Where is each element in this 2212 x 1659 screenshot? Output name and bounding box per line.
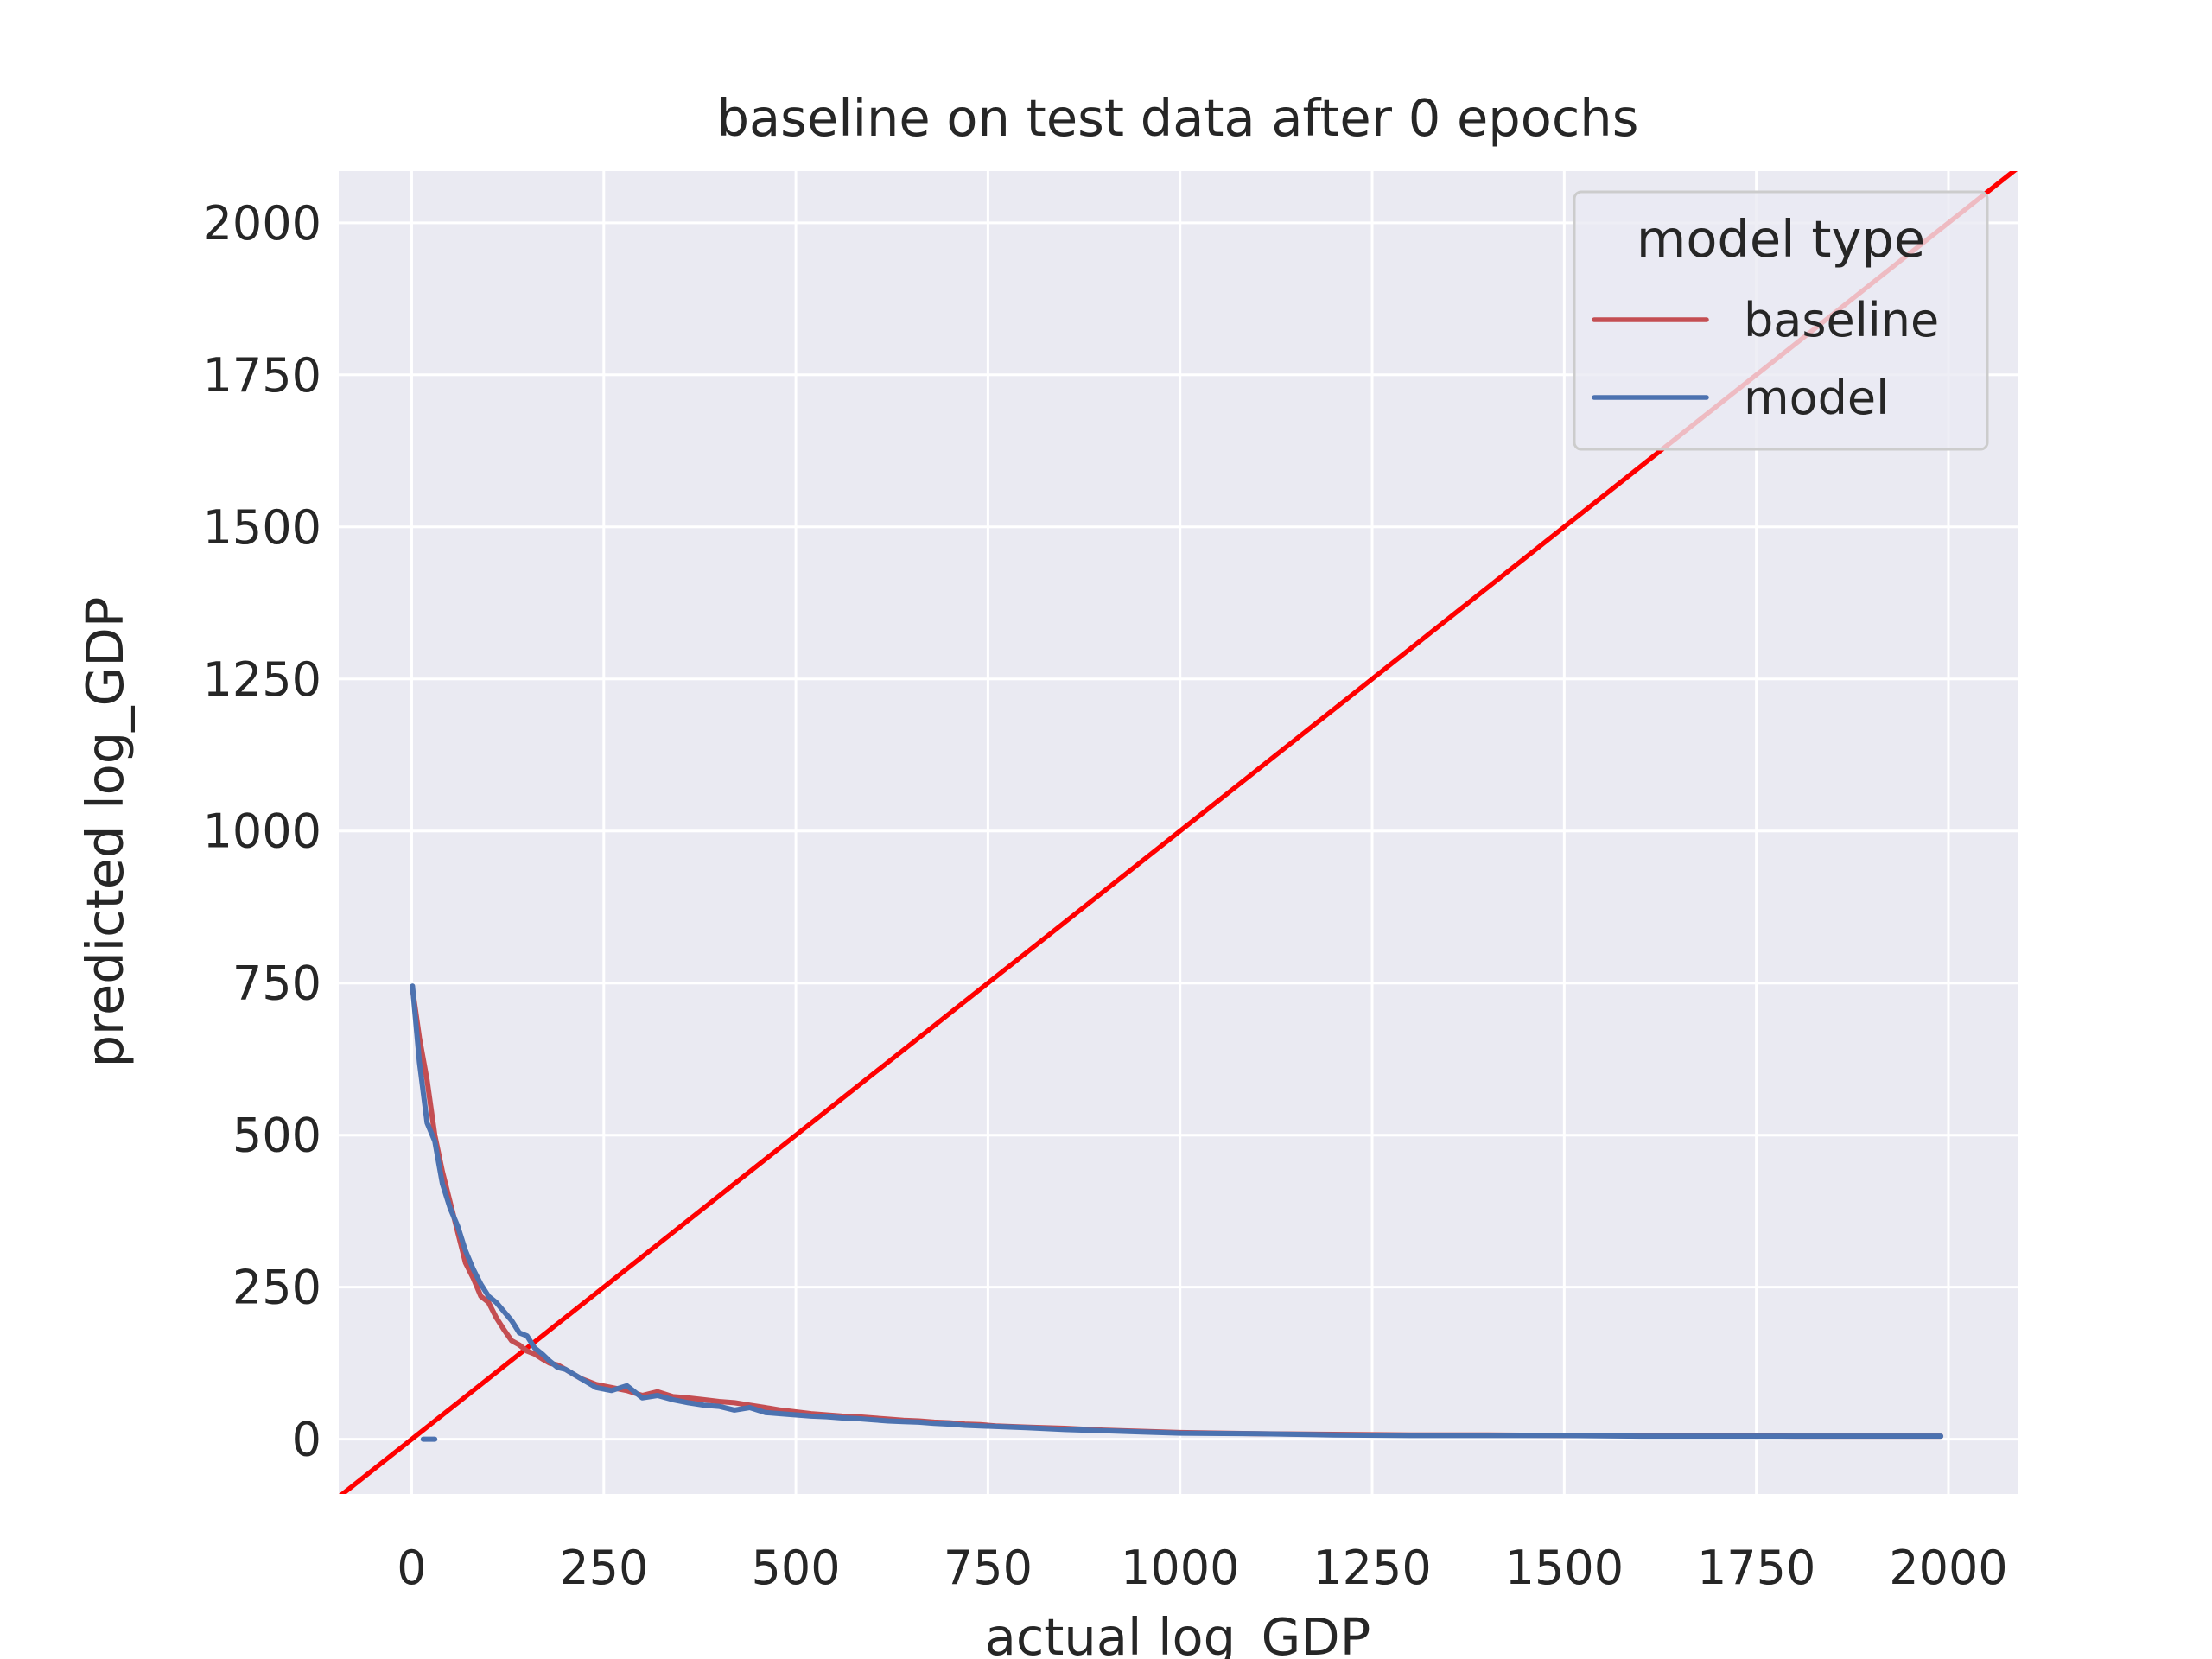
y-tick-label: 1500 — [203, 500, 321, 555]
chart-title: baseline on test data after 0 epochs — [717, 88, 1639, 148]
x-tick-label: 0 — [397, 1541, 426, 1595]
y-axis-label: predicted log_GDP — [75, 597, 135, 1068]
y-tick-label: 1250 — [203, 652, 321, 707]
y-tick-label: 0 — [292, 1413, 321, 1467]
legend-label-baseline: baseline — [1744, 293, 1939, 347]
x-tick-label: 750 — [944, 1541, 1033, 1595]
legend-title: model type — [1637, 209, 1925, 269]
y-tick-label: 250 — [232, 1261, 321, 1315]
legend-box — [1573, 190, 1989, 451]
x-tick-label: 250 — [559, 1541, 648, 1595]
x-tick-label: 2000 — [1889, 1541, 2007, 1595]
legend-label-model: model — [1744, 371, 1889, 425]
x-tick-label: 1750 — [1697, 1541, 1815, 1595]
series-group — [410, 983, 1944, 1442]
x-axis-label: actual log_GDP — [985, 1607, 1371, 1659]
series-line-model — [410, 983, 1944, 1440]
y-tick-label: 1000 — [203, 804, 321, 859]
y-tick-label: 1750 — [203, 348, 321, 403]
x-tick-labels: 0 250 500 750 1000 1250 1500 1750 2000 — [397, 1541, 2007, 1595]
y-tick-label: 500 — [232, 1109, 321, 1163]
x-tick-label: 1500 — [1505, 1541, 1624, 1595]
x-tick-label: 1000 — [1121, 1541, 1239, 1595]
x-tick-label: 1250 — [1313, 1541, 1431, 1595]
y-tick-label: 2000 — [203, 196, 321, 251]
y-tick-label: 750 — [232, 957, 321, 1011]
legend: model type baseline model — [1573, 190, 1989, 451]
y-tick-labels: 0 250 500 750 1000 1250 1500 1750 2000 — [203, 196, 321, 1467]
x-tick-label: 500 — [752, 1541, 841, 1595]
